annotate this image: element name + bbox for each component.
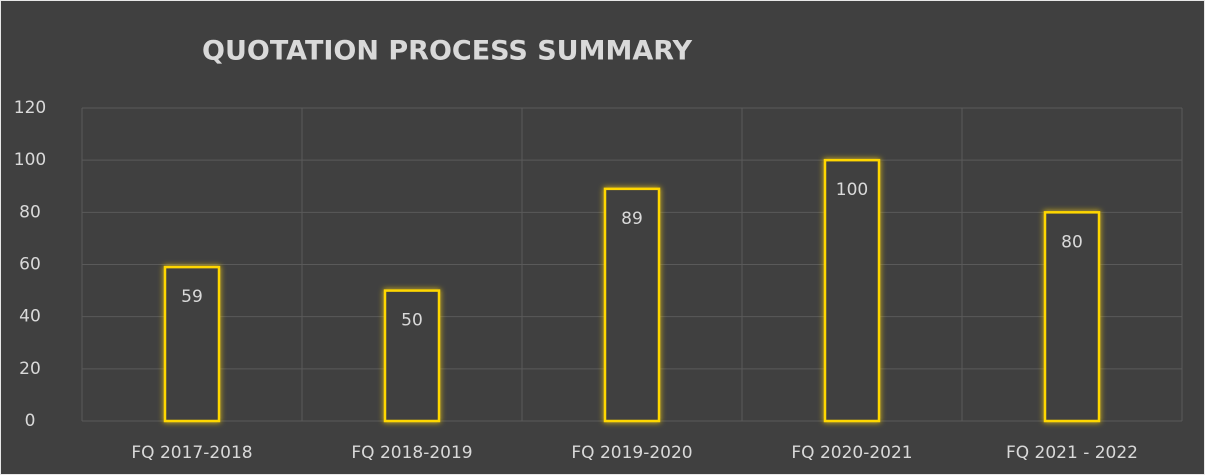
x-tick-label: FQ 2021 - 2022 xyxy=(1006,443,1138,463)
chart-title: QUOTATION PROCESS SUMMARY xyxy=(202,36,693,67)
y-tick-label: 100 xyxy=(14,150,46,170)
data-label: 80 xyxy=(1061,232,1083,252)
data-label: 100 xyxy=(836,180,868,200)
bar xyxy=(163,265,221,423)
data-label: 89 xyxy=(621,209,643,229)
y-tick-label: 120 xyxy=(14,98,46,118)
data-label: 59 xyxy=(181,287,203,307)
y-tick-label: 0 xyxy=(25,411,36,431)
y-tick-label: 60 xyxy=(19,255,41,275)
y-tick-label: 80 xyxy=(19,202,41,222)
x-tick-label: FQ 2019-2020 xyxy=(571,443,692,463)
x-tick-label: FQ 2018-2019 xyxy=(351,443,472,463)
bar xyxy=(603,187,661,423)
bar xyxy=(383,289,441,423)
y-tick-label: 20 xyxy=(19,359,41,379)
bar xyxy=(823,158,881,423)
y-tick-label: 40 xyxy=(19,307,41,327)
data-label: 50 xyxy=(401,311,423,331)
x-tick-label: FQ 2017-2018 xyxy=(131,443,252,463)
x-tick-label: FQ 2020-2021 xyxy=(791,443,912,463)
bar xyxy=(1043,211,1101,423)
